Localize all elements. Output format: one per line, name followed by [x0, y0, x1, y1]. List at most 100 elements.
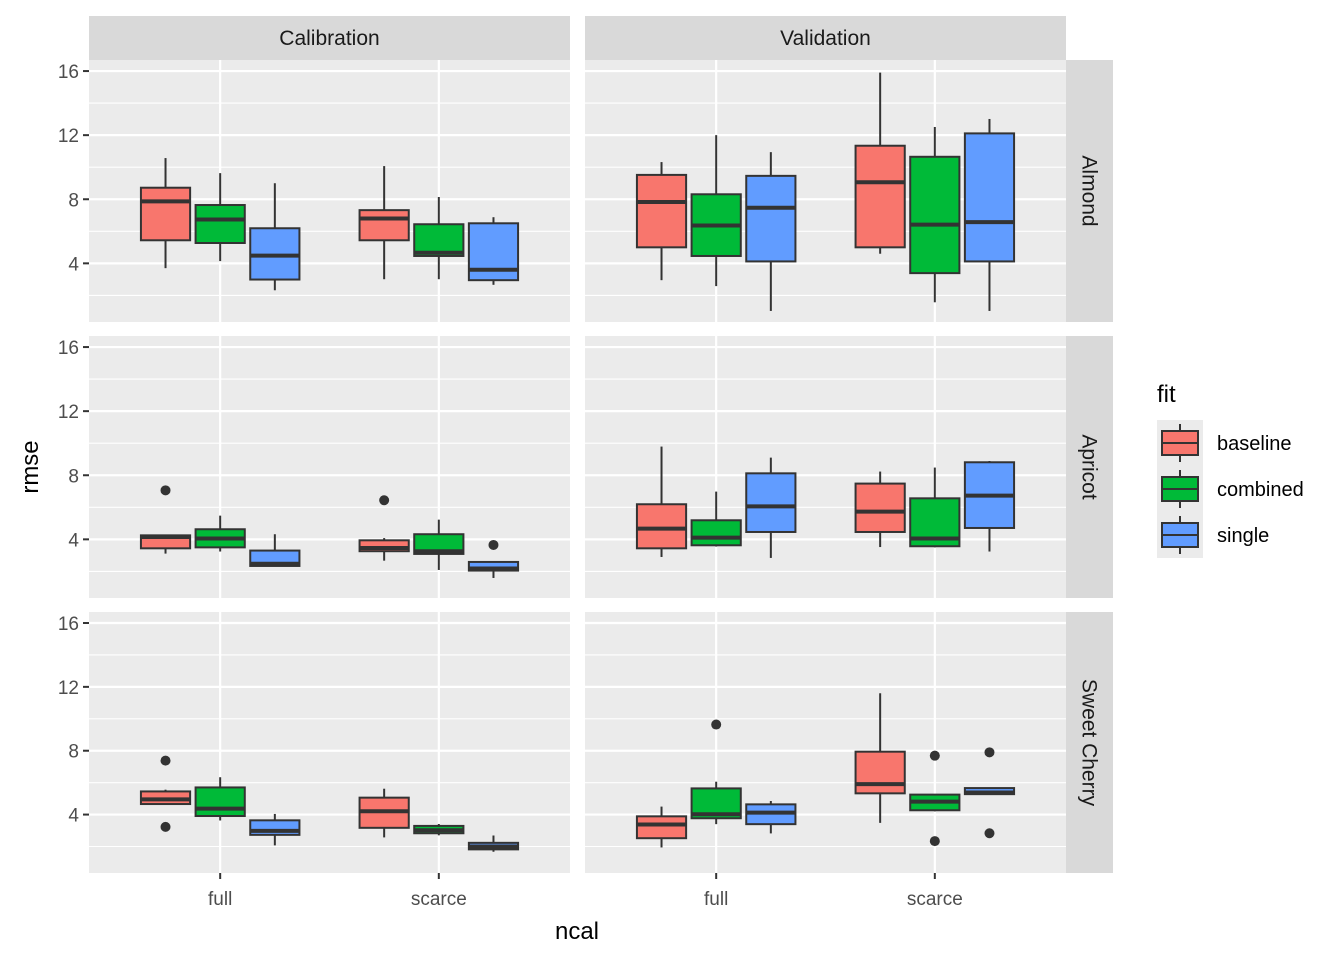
box-iqr [139, 186, 192, 242]
box-scarce-combined [413, 823, 465, 836]
box-scarce-single [963, 460, 1016, 552]
facet-label-calibration: Calibration [279, 27, 379, 50]
legend-entry-combined: combined [1161, 470, 1304, 508]
box-scarce-combined [909, 750, 961, 847]
boxes-calibration-sweet-cherry [139, 755, 520, 852]
boxes-validation-sweet-cherry [635, 693, 1016, 848]
box-full-single [249, 534, 301, 567]
box-full-combined [690, 135, 742, 287]
outlier-point [984, 828, 995, 839]
box-full-baseline [635, 446, 688, 557]
box-iqr [963, 132, 1016, 263]
facet-strip-row [1066, 60, 1113, 322]
outlier-point [984, 747, 995, 758]
box-scarce-single [963, 118, 1016, 311]
box-scarce-single [467, 835, 520, 852]
legend-label-single: single [1217, 525, 1269, 547]
box-iqr [635, 815, 688, 840]
legend: fit baseline combined single [1157, 381, 1304, 558]
x-tick-label-scarce: scarce [907, 889, 963, 910]
panel-background [89, 612, 570, 873]
box-scarce-combined [413, 519, 465, 570]
legend-entry-single: single [1161, 516, 1269, 554]
facet-strip-row [1066, 336, 1113, 598]
box-scarce-single [467, 217, 520, 285]
panel-calibration-apricot [89, 336, 570, 598]
box-full-combined [194, 515, 246, 552]
box-scarce-combined [909, 467, 961, 548]
legend-title: fit [1157, 381, 1176, 408]
y-tick-label: 16 [58, 614, 79, 635]
panel-background [89, 336, 570, 598]
y-tick-label: 12 [58, 126, 79, 147]
box-iqr [909, 155, 961, 275]
box-iqr [467, 560, 520, 572]
box-iqr [413, 223, 465, 257]
box-full-single [745, 152, 797, 311]
outlier-point [929, 836, 940, 847]
outlier-point [929, 750, 940, 761]
box-full-single [745, 457, 797, 558]
box-iqr [358, 539, 410, 553]
facet-strip-row [1066, 612, 1113, 873]
outlier-point [160, 821, 171, 832]
box-iqr [745, 174, 797, 263]
box-scarce-baseline [358, 495, 410, 561]
facet-label-sweet-cherry: Sweet Cherry [1078, 679, 1101, 807]
boxes-calibration-apricot [139, 485, 520, 578]
box-full-baseline [139, 158, 192, 269]
outlier-point [379, 495, 390, 506]
y-tick-label: 8 [68, 190, 79, 211]
y-tick-label: 12 [58, 402, 79, 423]
legend-label-combined: combined [1217, 479, 1304, 501]
box-iqr [635, 503, 688, 550]
box-full-combined [194, 777, 246, 821]
facet-label-apricot: Apricot [1078, 434, 1101, 500]
box-iqr [690, 519, 742, 547]
facet-strip-col [89, 16, 570, 60]
y-tick-label: 16 [58, 62, 79, 83]
box-full-baseline [139, 755, 192, 832]
box-iqr [745, 472, 797, 533]
y-tick-label: 12 [58, 678, 79, 699]
x-tick-label-full: full [704, 889, 728, 910]
facet-label-almond: Almond [1078, 155, 1101, 226]
box-scarce-baseline [358, 166, 410, 280]
y-tick-label: 4 [68, 530, 79, 551]
y-axis-title: rmse [17, 440, 44, 493]
box-iqr [854, 482, 906, 533]
box-scarce-combined [909, 126, 961, 303]
box-scarce-baseline [854, 693, 906, 823]
box-scarce-single [963, 747, 1016, 839]
y-tick-label: 4 [68, 806, 79, 827]
box-full-baseline [635, 162, 688, 281]
box-iqr [413, 533, 465, 555]
y-tick-label: 16 [58, 338, 79, 359]
facet-label-validation: Validation [780, 27, 871, 50]
box-iqr [194, 204, 246, 244]
box-full-single [745, 801, 797, 834]
box-iqr [854, 144, 906, 249]
x-axis-title: ncal [555, 918, 599, 945]
boxes-validation-apricot [635, 446, 1016, 558]
box-scarce-baseline [854, 72, 906, 254]
box-full-baseline [139, 485, 192, 554]
box-scarce-baseline [358, 788, 410, 838]
box-full-combined [690, 719, 742, 825]
box-full-combined [194, 173, 246, 262]
legend-entry-baseline: baseline [1161, 424, 1292, 462]
y-tick-label: 8 [68, 742, 79, 763]
box-scarce-combined [413, 197, 465, 280]
box-iqr [635, 173, 688, 249]
x-tick-label-full: full [208, 889, 232, 910]
box-iqr [194, 786, 246, 818]
boxes-validation-almond [635, 72, 1016, 311]
box-iqr [358, 209, 410, 242]
outlier-point [160, 755, 171, 766]
panel-calibration-sweet-cherry [89, 612, 570, 873]
outlier-point [711, 719, 722, 730]
y-tick-label: 8 [68, 466, 79, 487]
y-tick-label: 4 [68, 254, 79, 275]
box-scarce-single [467, 539, 520, 578]
